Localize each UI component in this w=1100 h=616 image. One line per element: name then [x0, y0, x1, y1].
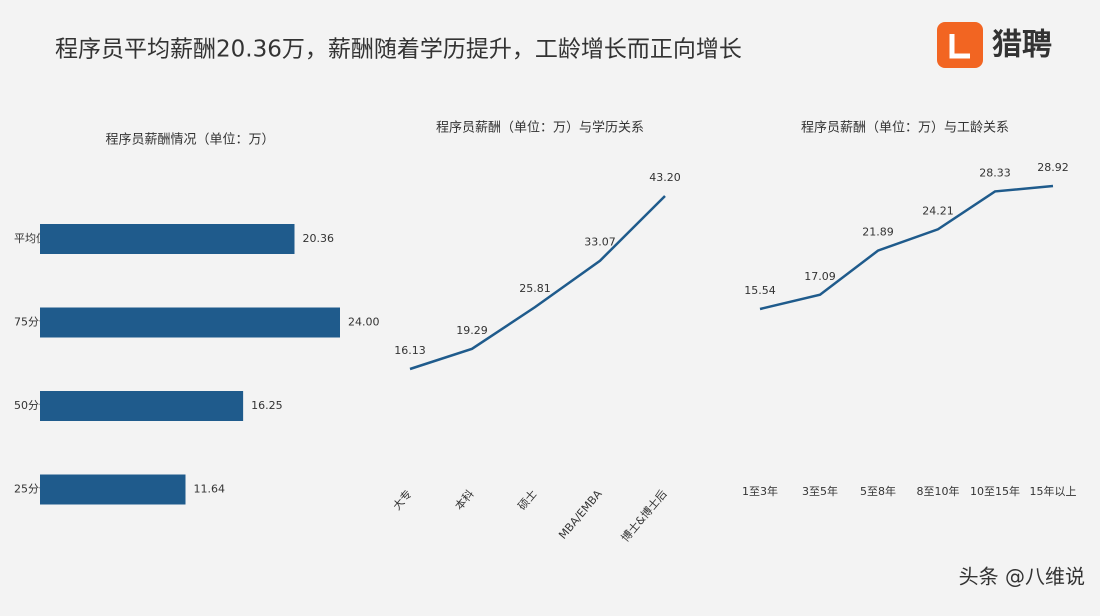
bar	[40, 474, 186, 505]
value-label: 16.13	[394, 344, 426, 357]
x-tick-label: 1至3年	[742, 484, 778, 498]
value-label: 11.64	[194, 483, 226, 496]
value-label: 21.89	[862, 226, 894, 239]
value-label: 24.21	[922, 204, 954, 217]
chart-title: 程序员薪酬（单位：万）与学历关系	[436, 120, 644, 136]
value-label: 20.36	[303, 232, 335, 245]
bar	[40, 224, 295, 254]
logo-text: 猎聘	[992, 28, 1052, 63]
y-tick-label: 平均值	[14, 232, 47, 245]
x-tick-label: 3至5年	[802, 484, 838, 498]
value-label: 28.33	[979, 166, 1011, 179]
value-label: 33.07	[584, 236, 616, 249]
value-label: 25.81	[519, 282, 551, 295]
line	[409, 195, 666, 371]
value-label: 19.29	[456, 324, 488, 337]
logo-mark	[949, 34, 970, 59]
x-tick-label: 5至8年	[860, 484, 896, 498]
logo-icon	[937, 22, 983, 68]
x-tick-label: 8至10年	[917, 484, 960, 498]
x-tick-label: 15年以上	[1030, 484, 1077, 498]
x-tick-label: 10至15年	[970, 484, 1020, 498]
value-label: 28.92	[1037, 161, 1069, 174]
line	[759, 184, 1054, 311]
value-label: 15.54	[744, 284, 776, 297]
chart-title: 程序员薪酬（单位：万）与工龄关系	[801, 121, 1009, 136]
value-label: 43.20	[649, 171, 681, 184]
value-label: 17.09	[804, 270, 836, 283]
value-label: 16.25	[251, 399, 283, 412]
bar	[40, 307, 340, 338]
value-label: 24.00	[348, 316, 380, 329]
chart-title: 程序员薪酬情况（单位：万）	[105, 133, 274, 148]
bar	[40, 391, 244, 421]
watermark: 头条 @八维说	[959, 565, 1085, 589]
page-title: 程序员平均薪酬20.36万，薪酬随着学历提升，工龄增长而正向增长	[55, 37, 742, 63]
